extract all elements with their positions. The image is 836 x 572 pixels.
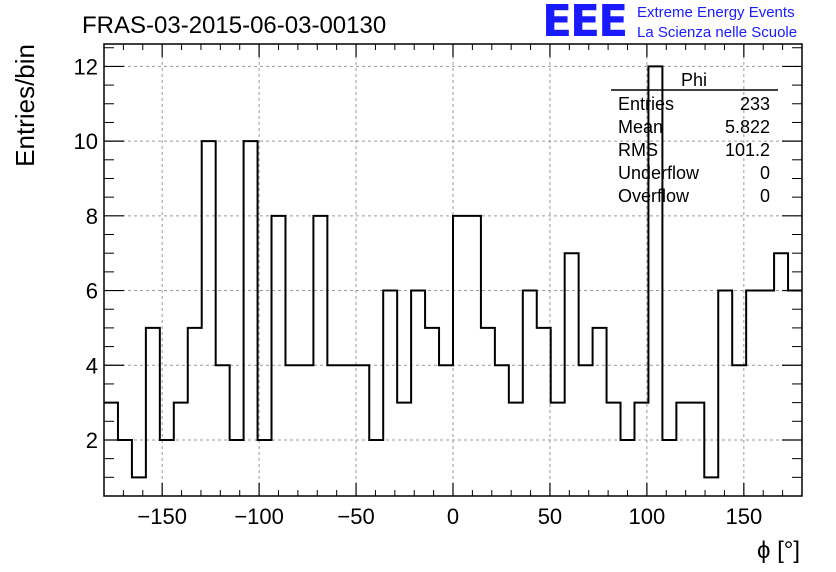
histogram-bin: [230, 440, 244, 496]
stats-value: 0: [760, 163, 770, 183]
run-title: FRAS-03-2015-06-03-00130: [82, 12, 386, 39]
histogram-outline: [104, 65, 802, 479]
histogram-bin: [676, 403, 690, 496]
histogram-bin: [662, 440, 676, 496]
histogram-bin: [593, 328, 607, 496]
histogram-bin: [244, 141, 258, 496]
histogram-bin: [104, 403, 118, 496]
histogram-bin: [313, 216, 327, 496]
histogram-bin: [439, 365, 453, 496]
histogram-bin: [369, 440, 383, 496]
histogram-bin: [188, 328, 202, 496]
stats-value: 5.822: [725, 117, 770, 137]
y-tick-label: 4: [86, 353, 98, 378]
histogram-bin: [551, 403, 565, 496]
x-tick-label: 50: [538, 504, 562, 529]
histogram-bin: [327, 365, 341, 496]
histogram-bin: [216, 365, 230, 496]
x-tick-label: 150: [725, 504, 762, 529]
y-tick-label: 12: [74, 54, 98, 79]
logo-line-2: La Scienza nelle Scuole: [637, 24, 798, 41]
stats-label: RMS: [618, 140, 658, 160]
y-tick-label: 6: [86, 279, 98, 304]
stats-title: Phi: [681, 70, 707, 90]
histogram-bin: [760, 291, 774, 496]
stats-label: Entries: [618, 94, 674, 114]
stats-value: 101.2: [725, 140, 770, 160]
histogram-bin: [523, 291, 537, 496]
histogram-bin: [453, 216, 467, 496]
histogram-bin: [202, 141, 216, 496]
x-tick-label: 0: [447, 504, 459, 529]
logo-line-1: Extreme Energy Events: [637, 4, 795, 21]
histogram-bin: [174, 403, 188, 496]
histogram-bin: [397, 403, 411, 496]
y-tick-label: 2: [86, 428, 98, 453]
y-tick-label: 8: [86, 204, 98, 229]
histogram-bin: [132, 477, 146, 496]
x-tick-label: −100: [234, 504, 284, 529]
histogram-bin: [788, 291, 802, 496]
y-axis-title: Entries/bin: [10, 44, 40, 167]
x-tick-label: −150: [137, 504, 187, 529]
histogram-bin: [579, 365, 593, 496]
histogram-bin: [634, 403, 648, 496]
histogram-bin: [774, 253, 788, 496]
stats-label: Mean: [618, 117, 663, 137]
histogram-bin: [732, 365, 746, 496]
histogram-bin: [383, 291, 397, 496]
stats-label: Overflow: [618, 186, 690, 206]
eee-logo: EEE: [542, 0, 628, 47]
histogram-bin: [621, 440, 635, 496]
histogram-bin: [146, 328, 160, 496]
histogram-bin: [118, 440, 132, 496]
histogram-bin: [690, 403, 704, 496]
stats-value: 0: [760, 186, 770, 206]
histogram-bin: [607, 403, 621, 496]
histogram-bin: [285, 365, 299, 496]
histogram-bin: [299, 365, 313, 496]
x-axis-title: ϕ [°]: [757, 537, 800, 564]
stats-label: Underflow: [618, 163, 700, 183]
histogram-bin: [272, 216, 286, 496]
histogram-bin: [481, 328, 495, 496]
histogram-bin: [425, 328, 439, 496]
histogram-bin: [341, 365, 355, 496]
histogram-bin: [565, 253, 579, 496]
histogram-bin: [746, 291, 760, 496]
x-tick-label: −50: [337, 504, 374, 529]
histogram-bin: [704, 477, 718, 496]
stats-value: 233: [740, 94, 770, 114]
histogram-bin: [355, 365, 369, 496]
histogram-bin: [467, 216, 481, 496]
histogram-bin: [411, 291, 425, 496]
histogram-bin: [718, 291, 732, 496]
histogram-bin: [495, 365, 509, 496]
histogram-bin: [509, 403, 523, 496]
histogram-bin: [537, 328, 551, 496]
x-tick-label: 100: [629, 504, 666, 529]
y-tick-label: 10: [74, 129, 98, 154]
